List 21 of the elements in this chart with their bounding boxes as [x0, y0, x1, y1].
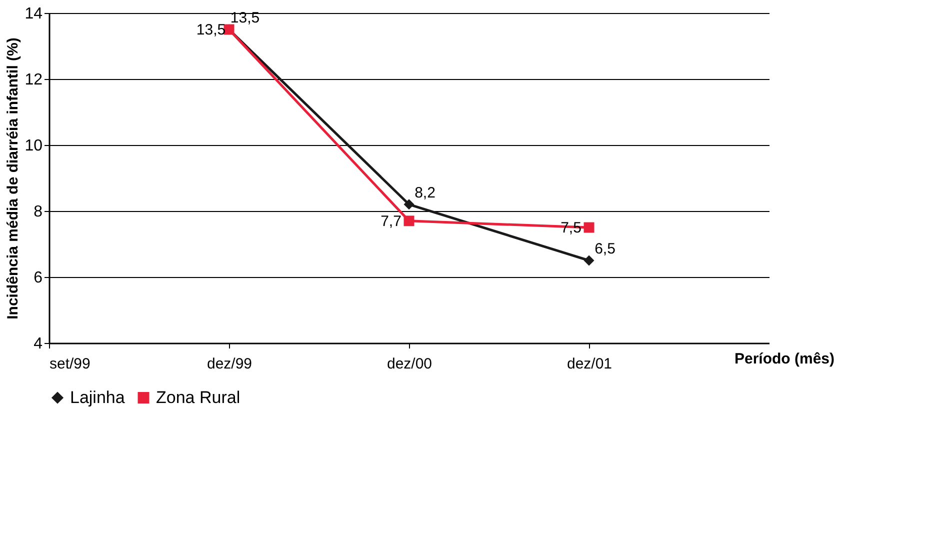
point — [404, 199, 414, 210]
y-tick-label: 4 — [34, 336, 43, 352]
y-tick-label: 12 — [24, 72, 43, 88]
point — [404, 216, 414, 226]
y-tick-label: 6 — [34, 270, 43, 286]
y-axis-title: Incidência média de diarréia infantil (%) — [4, 38, 22, 320]
y-tick-label: 8 — [34, 204, 43, 220]
legend-label: Zona Rural — [156, 388, 240, 407]
data-label: 7,7 — [380, 212, 402, 230]
y-tick-label: 10 — [24, 138, 43, 154]
y-tick-label: 14 — [24, 6, 43, 22]
data-label: 8,2 — [414, 184, 436, 202]
point — [584, 222, 594, 233]
legend-label: Lajinha — [70, 388, 126, 407]
x-tick-label: dez/99 — [206, 356, 252, 372]
x-axis-title: Período (mês) — [734, 350, 835, 368]
x-tick-label: dez/01 — [566, 356, 612, 372]
data-label: 6,5 — [594, 240, 616, 258]
x-tick-label: dez/00 — [386, 356, 432, 372]
point — [584, 255, 594, 266]
x-tick-label: set/99 — [50, 356, 90, 372]
